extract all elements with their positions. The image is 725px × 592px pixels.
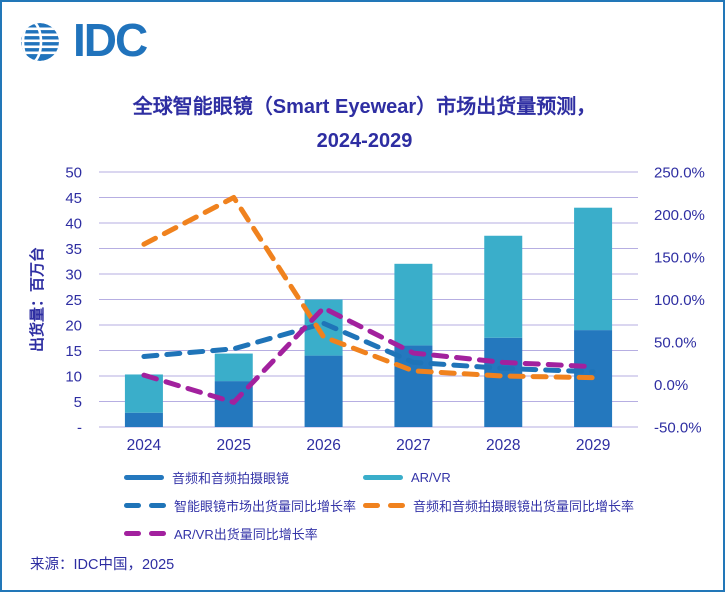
right-axis-tick-label: 100.0%: [654, 292, 705, 309]
legend-item-2: 智能眼镜市场出货量同比增长率: [124, 496, 363, 515]
left-axis-tick-label: 50: [65, 164, 82, 181]
legend-label: AR/VR出货量同比增长率: [174, 527, 318, 542]
chart-title-line1: 全球智能眼镜（Smart Eyewear）市场出货量预测，: [132, 96, 597, 118]
bar-segment-2028-audio: [484, 337, 523, 427]
left-axis-tick-label: 45: [65, 190, 82, 207]
left-axis-title: 出货量：百万台: [28, 247, 46, 352]
bar-segment-2027-arvr: [394, 263, 433, 346]
bar-segment-2026-audio: [304, 355, 343, 427]
chart-title-line2: 2024-2029: [316, 130, 413, 152]
legend-label: 音频和音频拍摄眼镜: [172, 471, 290, 486]
left-axis-tick-label: 30: [65, 266, 82, 283]
right-axis-tick-label: 250.0%: [654, 164, 705, 181]
legend-dashed-swatch: [124, 530, 166, 537]
source-note: 来源：IDC中国，2025: [30, 557, 175, 573]
right-axis-tick-label: 50.0%: [654, 334, 697, 351]
legend-label: AR/VR: [411, 470, 451, 485]
right-axis-tick-label: 200.0%: [654, 207, 705, 224]
legend-item-3: 音频和音频拍摄眼镜出货量同比增长率: [363, 496, 694, 515]
legend-dashed-swatch: [363, 502, 405, 509]
chart-title: 全球智能眼镜（Smart Eyewear）市场出货量预测， 2024-2029: [2, 90, 725, 158]
legend-item-0: 音频和音频拍摄眼镜: [124, 468, 363, 487]
chart-legend: 音频和音频拍摄眼镜 AR/VR 智能眼镜市场出货量同比增长率 音频和音频拍摄眼镜出货量…: [124, 468, 694, 543]
bar-segment-2028-arvr: [484, 235, 523, 338]
x-axis-label-2024: 2024: [127, 437, 162, 454]
growth-line-1: [141, 195, 596, 381]
left-axis-tick-label: 35: [65, 241, 82, 258]
growth-line-2: [141, 305, 596, 405]
legend-dashed-swatch: [124, 502, 166, 509]
idc-logo-text: IDC: [73, 14, 148, 66]
left-axis-tick-label: 15: [65, 343, 82, 360]
left-axis-tick-label: 25: [65, 292, 82, 309]
legend-label: 音频和音频拍摄眼镜出货量同比增长率: [413, 499, 635, 514]
bar-segment-2025-arvr: [214, 353, 253, 382]
idc-logo: IDC: [14, 12, 184, 68]
growth-line-0: [141, 320, 596, 375]
bar-segment-2024-audio: [124, 412, 163, 427]
legend-label: 智能眼镜市场出货量同比增长率: [174, 499, 357, 514]
x-axis-label-2026: 2026: [306, 437, 340, 454]
x-axis-label-2025: 2025: [217, 437, 251, 454]
legend-solid-swatch: [363, 474, 403, 481]
bar-segment-2029-arvr: [574, 207, 613, 331]
left-axis-tick-label: 5: [74, 394, 82, 411]
left-axis-tick-label: 40: [65, 215, 82, 232]
x-axis-label-2029: 2029: [576, 437, 610, 454]
right-axis-tick-label: 150.0%: [654, 249, 705, 266]
idc-globe-icon: [21, 23, 59, 61]
right-axis-tick-label: -50.0%: [654, 419, 702, 436]
x-axis-label-2028: 2028: [486, 437, 520, 454]
legend-item-1: AR/VR: [363, 468, 694, 487]
bar-segment-2027-audio: [394, 345, 433, 427]
legend-item-4: AR/VR出货量同比增长率: [124, 524, 363, 543]
legend-solid-swatch: [124, 474, 164, 481]
right-axis-tick-label: 0.0%: [654, 377, 688, 394]
left-axis-tick-label: -: [77, 419, 82, 436]
chart-canvas: -5 10 15 20 25 30 35 40 45 50 -50.0% 0.0% 50.0% 100.0…: [2, 162, 725, 462]
left-axis-tick-label: 20: [65, 317, 82, 334]
x-axis-label-2027: 2027: [396, 437, 430, 454]
left-axis-tick-label: 10: [65, 368, 82, 385]
